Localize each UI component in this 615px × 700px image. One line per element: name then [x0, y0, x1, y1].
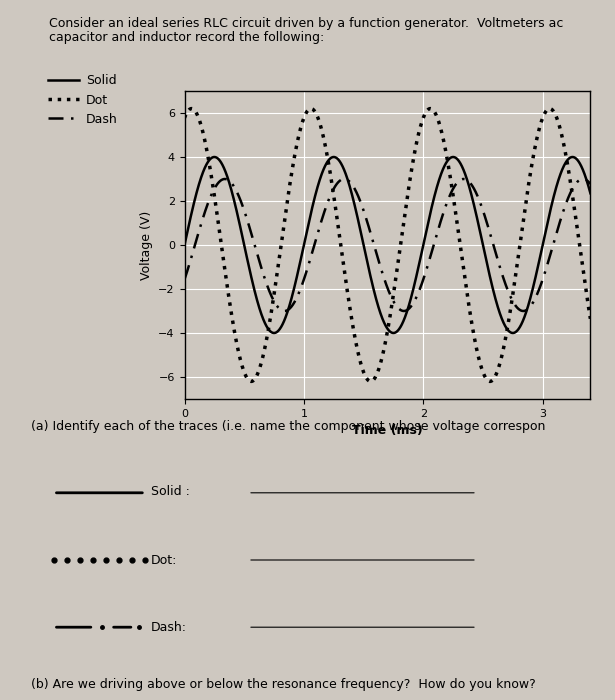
Text: Solid :: Solid :: [151, 485, 190, 498]
X-axis label: Time (ms): Time (ms): [352, 424, 423, 438]
Text: (a) Identify each of the traces (i.e. name the component whose voltage correspon: (a) Identify each of the traces (i.e. na…: [31, 420, 545, 433]
Legend: Solid, Dot, Dash: Solid, Dot, Dash: [43, 69, 122, 131]
Text: Dash:: Dash:: [151, 621, 187, 634]
Text: Dot:: Dot:: [151, 554, 177, 566]
Text: capacitor and inductor record the following:: capacitor and inductor record the follow…: [49, 32, 325, 45]
Text: Consider an ideal series RLC circuit driven by a function generator.  Voltmeters: Consider an ideal series RLC circuit dri…: [49, 18, 563, 31]
Text: (b) Are we driving above or below the resonance frequency?  How do you know?: (b) Are we driving above or below the re…: [31, 678, 536, 691]
Y-axis label: Voltage (V): Voltage (V): [140, 211, 153, 279]
